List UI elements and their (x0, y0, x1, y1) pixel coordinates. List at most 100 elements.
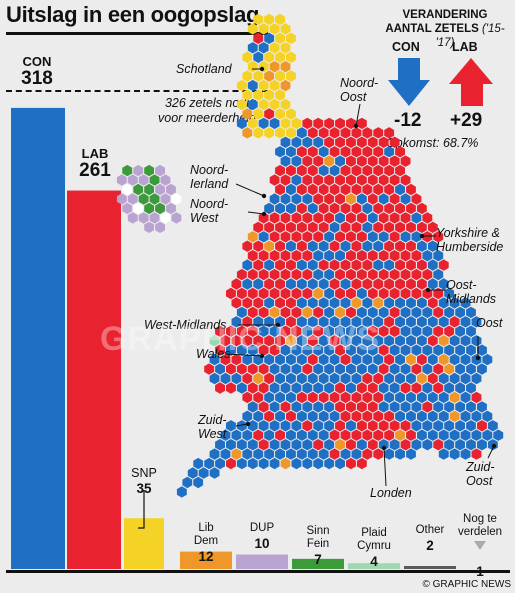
constituency-hex (471, 353, 482, 366)
constituency-hex (226, 382, 236, 394)
constituency-hex (275, 391, 285, 404)
constituency-hex (231, 278, 242, 290)
constituency-hex (269, 306, 280, 319)
constituency-hex (395, 202, 405, 215)
constituency-hex (258, 98, 269, 111)
constituency-hex (444, 420, 455, 432)
constituency-hex (302, 212, 313, 224)
constituency-hex (313, 420, 324, 432)
constituency-hex (406, 316, 416, 328)
constituency-hex (373, 335, 384, 347)
constituency-hex (406, 297, 416, 309)
constituency-hex (296, 429, 307, 441)
constituency-hex (466, 344, 476, 356)
constituency-hex (318, 297, 329, 309)
constituency-hex (378, 287, 389, 300)
constituency-hex (411, 306, 422, 319)
constituency-hex (335, 193, 345, 205)
constituency-hex (269, 42, 280, 54)
constituency-hex (307, 259, 318, 271)
constituency-hex (215, 382, 225, 394)
region-leader-dot (245, 421, 251, 427)
constituency-hex (422, 250, 433, 262)
constituency-hex (335, 363, 345, 375)
snp-seats: 35 (136, 481, 152, 496)
constituency-hex (291, 401, 302, 413)
constituency-hex (269, 117, 280, 130)
constituency-hex (286, 164, 296, 177)
constituency-hex (400, 306, 411, 319)
constituency-hex (291, 193, 302, 205)
constituency-hex (378, 306, 389, 319)
constituency-hex (286, 429, 296, 441)
constituency-hex (362, 448, 373, 460)
constituency-hex (280, 98, 291, 111)
constituency-hex (275, 448, 285, 460)
constituency-hex (247, 117, 258, 130)
constituency-hex (329, 240, 340, 252)
constituency-hex (226, 287, 236, 300)
turnout: Opkomst: 68.7% (386, 136, 479, 150)
constituency-hex (389, 439, 400, 451)
constituency-hex (324, 344, 335, 356)
constituency-hex (264, 429, 275, 441)
constituency-hex (144, 164, 154, 177)
constituency-hex (335, 457, 345, 470)
constituency-hex (318, 410, 329, 422)
constituency-hex (220, 353, 231, 366)
constituency-hex (280, 79, 291, 92)
constituency-hex (356, 155, 367, 167)
constituency-hex (460, 353, 471, 366)
constituency-hex (307, 429, 318, 441)
constituency-hex (253, 278, 264, 290)
constituency-hex (280, 193, 291, 205)
constituency-hex (324, 439, 335, 451)
constituency-hex (291, 231, 302, 243)
constituency-hex (291, 212, 302, 224)
constituency-hex (133, 164, 144, 177)
constituency-hex (264, 108, 275, 120)
constituency-hex (286, 202, 296, 215)
constituency-hex (280, 439, 291, 451)
constituency-hex (427, 297, 438, 309)
constituency-hex (286, 448, 296, 460)
constituency-hex (417, 202, 427, 215)
constituency-hex (384, 202, 395, 215)
constituency-hex (356, 136, 367, 148)
constituency-hex (373, 202, 384, 215)
constituency-hex (231, 353, 242, 366)
constituency-hex (422, 231, 433, 243)
region-west-midlands: West-Midlands (144, 318, 227, 332)
constituency-hex (329, 127, 340, 139)
constituency-hex (482, 410, 493, 422)
constituency-hex (253, 448, 264, 460)
constituency-hex (466, 325, 476, 337)
constituency-hex (384, 240, 395, 252)
constituency-hex (264, 353, 275, 366)
constituency-hex (346, 155, 356, 167)
constituency-hex (291, 420, 302, 432)
constituency-hex (133, 202, 144, 215)
constituency-hex (346, 268, 356, 281)
constituency-hex (275, 353, 285, 366)
constituency-hex (351, 410, 362, 422)
constituency-hex (395, 335, 405, 347)
bar-dup (236, 554, 288, 569)
region-schotland: Schotland (176, 62, 232, 76)
constituency-hex (253, 391, 264, 404)
constituency-hex (226, 363, 236, 375)
constituency-hex (471, 410, 482, 422)
constituency-hex (258, 306, 269, 319)
constituency-hex (395, 297, 405, 309)
sinnfein-seats: 7 (314, 552, 322, 567)
constituency-hex (280, 363, 291, 375)
constituency-hex (324, 174, 335, 186)
region-noord-west: Noord- West (190, 197, 229, 225)
constituency-hex (433, 287, 444, 300)
constituency-hex (362, 335, 373, 347)
constituency-hex (406, 221, 416, 233)
constituency-hex (362, 297, 373, 309)
constituency-hex (455, 382, 465, 394)
constituency-hex (346, 287, 356, 300)
constituency-hex (411, 268, 422, 281)
